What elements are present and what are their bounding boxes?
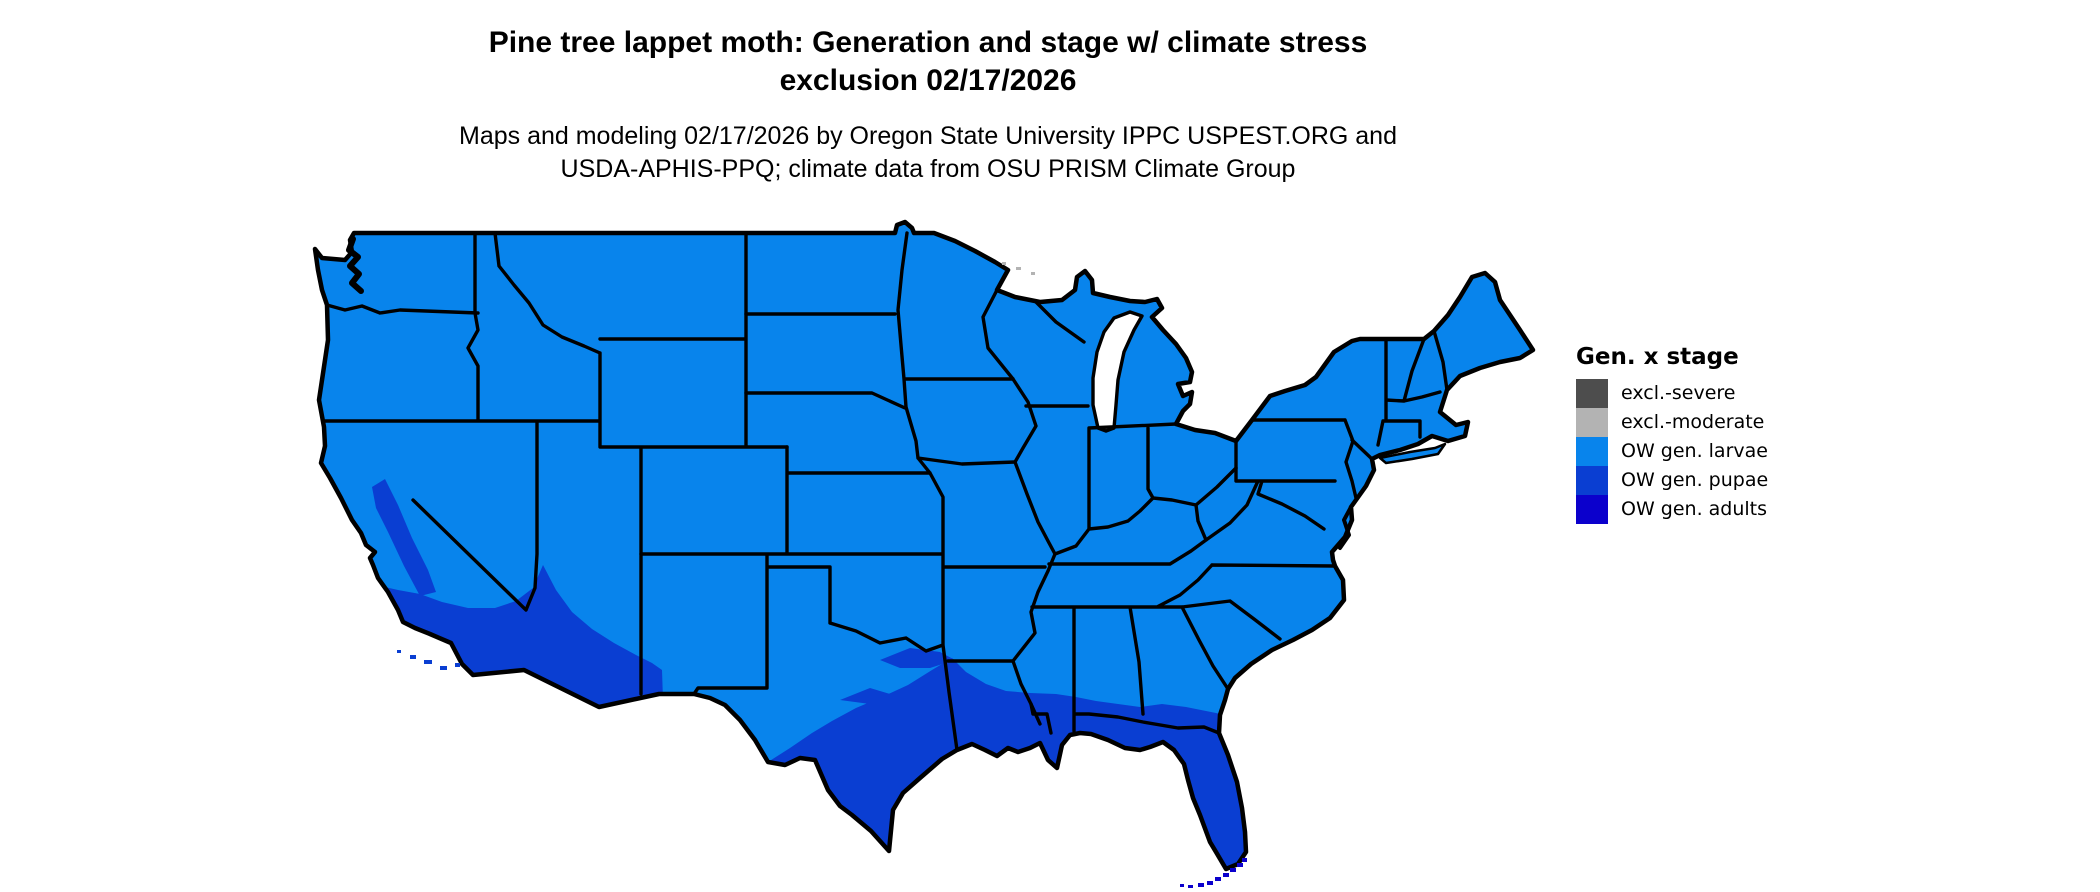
keys-dot	[1198, 883, 1204, 887]
legend-label: OW gen. adults	[1621, 498, 1768, 520]
legend-item: excl.-moderate	[1576, 408, 1768, 437]
keys-dot	[1215, 877, 1221, 881]
coastal-water-detail	[346, 236, 1353, 550]
speck	[1031, 272, 1035, 275]
keys-dot	[1242, 858, 1247, 862]
legend-item: OW gen. larvae	[1576, 437, 1768, 466]
island-dot	[410, 655, 416, 659]
island-dot	[440, 666, 447, 670]
subtitle-line-2: USDA-APHIS-PPQ; climate data from OSU PR…	[560, 155, 1296, 183]
island-dot	[397, 650, 401, 653]
state-borders-northeast	[1204, 329, 1449, 542]
subtitle-line-1: Maps and modeling 02/17/2026 by Oregon S…	[459, 122, 1397, 150]
state-borders-south	[1029, 503, 1336, 735]
legend-item: OW gen. pupae	[1576, 466, 1768, 495]
pupae-patch-texas	[880, 648, 955, 668]
subtitle: Maps and modeling 02/17/2026 by Oregon S…	[228, 120, 1628, 186]
island-dot	[424, 660, 432, 664]
florida-keys-adults	[1180, 858, 1247, 888]
pupae-region-california-valley	[372, 479, 436, 596]
excl-moderate-specks	[1002, 262, 1035, 275]
channel-islands	[397, 650, 460, 670]
legend-label: OW gen. larvae	[1621, 440, 1768, 462]
legend-swatch-ow-adults	[1576, 495, 1608, 524]
title-line-2: exclusion 02/17/2026	[779, 64, 1077, 97]
keys-dot	[1188, 885, 1193, 888]
pupae-patch-texas-2	[840, 688, 890, 704]
state-borders-west	[320, 231, 789, 696]
keys-dot	[1237, 863, 1243, 867]
legend-swatch-excl-severe	[1576, 379, 1608, 408]
title-line-1: Pine tree lappet moth: Generation and st…	[488, 26, 1368, 59]
keys-dot	[1223, 873, 1229, 877]
legend-item: OW gen. adults	[1576, 495, 1768, 524]
legend-label: OW gen. pupae	[1621, 469, 1769, 491]
speck	[1002, 262, 1006, 265]
keys-dot	[1207, 881, 1213, 885]
legend-label: excl.-moderate	[1621, 411, 1765, 433]
state-borders	[320, 231, 1449, 752]
keys-dot	[1230, 868, 1236, 872]
great-lakes	[1091, 310, 1144, 433]
long-island	[1378, 442, 1447, 465]
legend-swatch-ow-larvae	[1576, 437, 1608, 466]
state-borders-plains	[639, 231, 1047, 752]
legend-swatch-excl-moderate	[1576, 408, 1608, 437]
chesapeake-bay-detail	[1338, 505, 1353, 550]
legend-title: Gen. x stage	[1576, 344, 1739, 370]
pupae-region-socal-arizona	[366, 565, 664, 730]
legend-label: excl.-severe	[1621, 382, 1736, 404]
puget-sound-detail	[346, 236, 364, 294]
legend: Gen. x stage excl.-severe excl.-moderate…	[1576, 344, 1768, 524]
keys-dot	[1180, 884, 1184, 887]
legend-item: excl.-severe	[1576, 379, 1768, 408]
legend-swatch-ow-pupae	[1576, 466, 1608, 495]
island-dot	[455, 663, 460, 667]
lake-michigan	[1091, 310, 1144, 433]
page-title: Pine tree lappet moth: Generation and st…	[228, 24, 1628, 100]
speck	[1016, 267, 1021, 270]
